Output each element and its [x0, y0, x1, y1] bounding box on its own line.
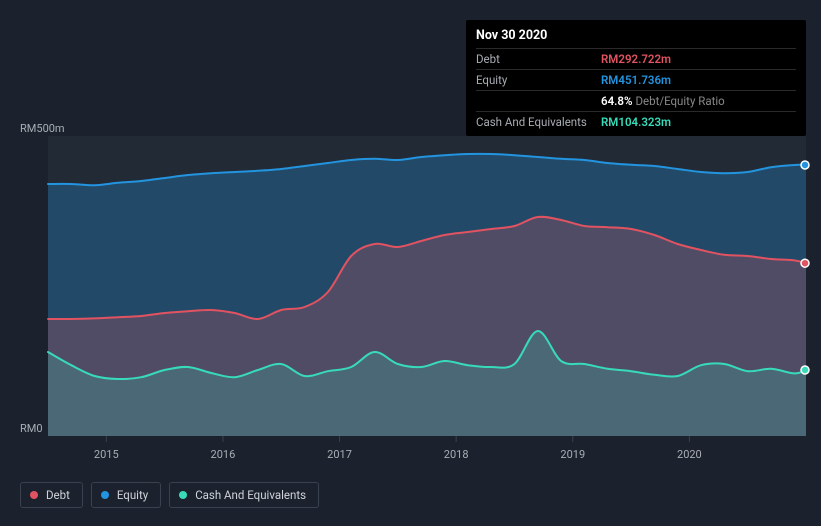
tooltip-row-label: Cash And Equivalents: [476, 115, 601, 129]
x-axis-label: 2019: [560, 448, 585, 461]
legend-dot-icon: [30, 491, 38, 499]
tooltip-row: DebtRM292.722m: [476, 48, 796, 69]
x-axis-label: 2018: [444, 448, 469, 461]
tooltip-row-value: RM451.736m: [601, 73, 796, 87]
series-end-marker-icon: [801, 161, 809, 169]
tooltip: Nov 30 2020 DebtRM292.722mEquityRM451.73…: [466, 20, 806, 136]
legend-label: Debt: [46, 488, 70, 502]
x-axis-label: 2020: [677, 448, 702, 461]
legend-item[interactable]: Cash And Equivalents: [169, 482, 319, 508]
legend-dot-icon: [101, 491, 109, 499]
tooltip-row-value: RM104.323m: [601, 115, 796, 129]
legend-label: Equity: [117, 488, 148, 502]
y-axis-label-max: RM500m: [20, 122, 65, 135]
legend-item[interactable]: Debt: [20, 482, 83, 508]
tooltip-row-label: Equity: [476, 73, 601, 87]
x-axis-label: 2016: [211, 448, 236, 461]
y-axis-label-min: RM0: [20, 422, 43, 435]
tooltip-row-suffix: Debt/Equity Ratio: [635, 94, 724, 108]
x-axis-label: 2015: [94, 448, 119, 461]
tooltip-row: Cash And EquivalentsRM104.323m: [476, 111, 796, 132]
tooltip-row-label: [476, 94, 601, 108]
series-end-marker-icon: [801, 366, 809, 374]
legend-dot-icon: [179, 491, 187, 499]
tooltip-row: EquityRM451.736m: [476, 69, 796, 90]
tooltip-row-label: Debt: [476, 52, 601, 66]
legend: Debt Equity Cash And Equivalents: [20, 482, 319, 508]
x-axis-labels: 2015 2016 2017 2018 2019 2020: [48, 448, 806, 464]
series-end-marker-icon: [801, 259, 809, 267]
tooltip-row: 64.8%Debt/Equity Ratio: [476, 90, 796, 111]
legend-label: Cash And Equivalents: [195, 488, 306, 502]
legend-item[interactable]: Equity: [91, 482, 161, 508]
tooltip-row-value: RM292.722m: [601, 52, 796, 66]
x-axis-label: 2017: [327, 448, 352, 461]
tooltip-row-value: 64.8%Debt/Equity Ratio: [601, 94, 796, 108]
tooltip-date: Nov 30 2020: [476, 26, 796, 48]
